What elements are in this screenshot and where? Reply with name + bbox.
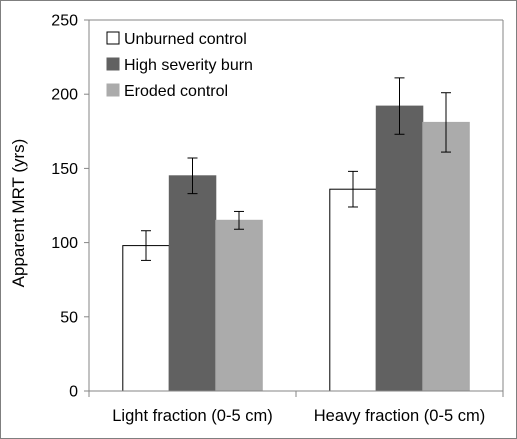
y-tick-label: 250 <box>51 13 78 30</box>
legend-swatch <box>106 83 120 97</box>
axes-layer <box>84 19 504 397</box>
legend-label: High severity burn <box>124 57 253 74</box>
bar <box>215 219 263 392</box>
y-tick-label: 150 <box>51 161 78 178</box>
category-labels: Light fraction (0-5 cm) Heavy fraction (0… <box>112 407 485 425</box>
y-tick-labels: 0 50 100 150 200 250 <box>51 13 78 401</box>
bar <box>422 121 470 392</box>
bar <box>375 105 424 392</box>
x-category-label: Heavy fraction (0-5 cm) <box>314 407 485 425</box>
legend-label: Unburned control <box>124 31 247 48</box>
bar <box>122 245 170 392</box>
bars-layer <box>122 105 470 392</box>
error-bars-layer <box>141 77 451 261</box>
y-tick-label: 50 <box>60 309 78 326</box>
x-category-label: Light fraction (0-5 cm) <box>112 407 272 425</box>
bar <box>329 188 377 392</box>
y-tick-label: 100 <box>51 235 78 252</box>
bar <box>168 175 217 392</box>
legend-swatch <box>106 57 120 71</box>
legend-label: Eroded control <box>124 83 228 100</box>
y-tick-label: 200 <box>51 87 78 104</box>
y-axis-label: Apparent MRT (yrs) <box>9 139 28 288</box>
legend: Unburned control High severity burn Eroded… <box>106 31 253 100</box>
y-tick-label: 0 <box>69 384 78 401</box>
legend-swatch <box>106 31 120 45</box>
